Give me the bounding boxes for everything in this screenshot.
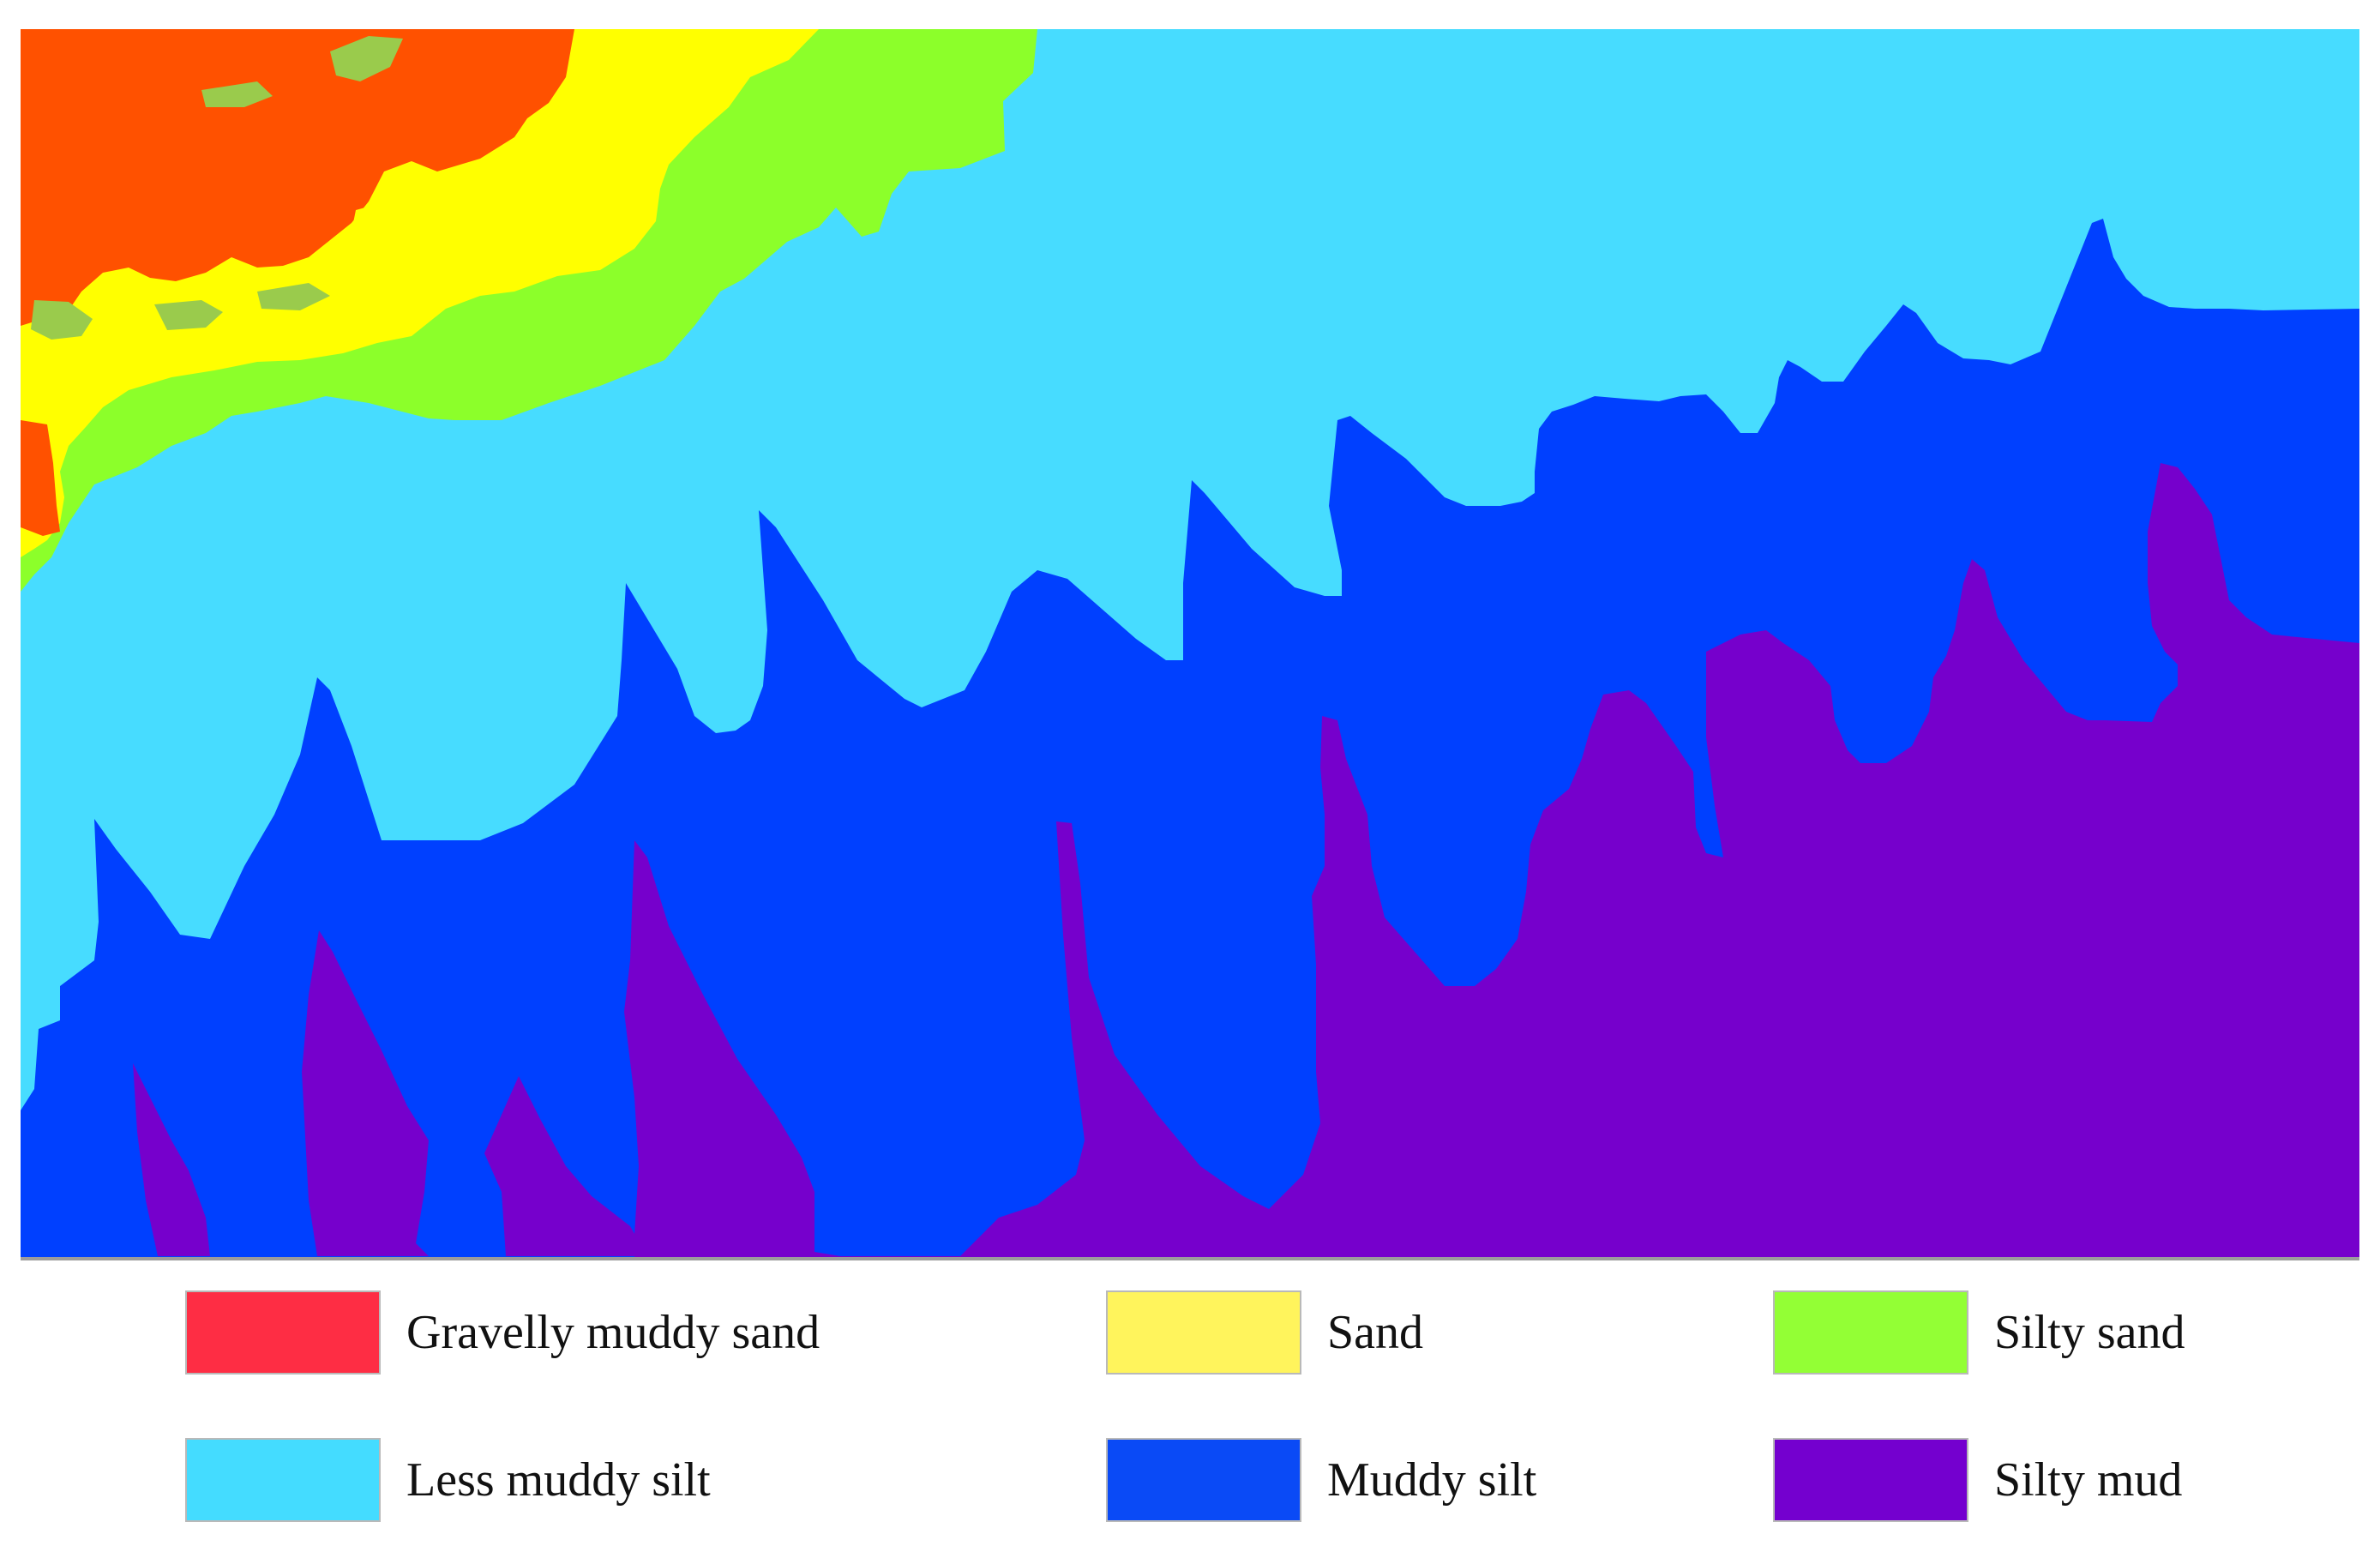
- legend-swatch-sand: [1106, 1290, 1301, 1375]
- silty-mud-zone: [624, 463, 2359, 1260]
- silty-mud-zone: [302, 930, 429, 1256]
- gravel-pocket-5: [257, 283, 330, 310]
- gravel-pocket-4: [330, 36, 403, 81]
- sand-inlier-1: [352, 197, 424, 249]
- legend-label: Sand: [1327, 1306, 1423, 1359]
- legend-item-silty-mud: Silty mud: [1773, 1435, 2182, 1525]
- sediment-map: [21, 29, 2359, 1260]
- legend-item-less-muddy-silt: Less muddy silt: [185, 1435, 711, 1525]
- legend-label: Silty mud: [1994, 1453, 2183, 1507]
- legend-swatch-muddy-silt: [1106, 1438, 1301, 1522]
- gravel-inlier-west: [21, 420, 60, 536]
- legend-label: Less muddy silt: [406, 1453, 711, 1507]
- legend-item-silty-sand: Silty sand: [1773, 1288, 2185, 1377]
- legend-swatch-gravelly-muddy-sand: [185, 1290, 381, 1375]
- legend-label: Muddy silt: [1327, 1453, 1537, 1507]
- silty-mud-zone: [484, 1076, 647, 1256]
- legend-item-gravelly-muddy-sand: Gravelly muddy sand: [185, 1288, 820, 1377]
- legend-swatch-silty-sand: [1773, 1290, 1968, 1375]
- legend-item-sand: Sand: [1106, 1288, 1423, 1377]
- legend-label: Silty sand: [1994, 1306, 2185, 1359]
- gravelly-muddy-sand-zone: [21, 29, 574, 326]
- gravel-pocket-3: [201, 81, 273, 107]
- silty-mud-zone: [133, 1063, 210, 1256]
- legend: Gravelly muddy sand Sand Silty sand Less…: [0, 1269, 2380, 1546]
- gravel-pocket-1: [31, 300, 93, 340]
- gravel-pocket-2: [154, 300, 223, 330]
- legend-swatch-silty-mud: [1773, 1438, 1968, 1522]
- gravel-patch-west: [21, 336, 75, 386]
- legend-label: Gravelly muddy sand: [406, 1306, 820, 1359]
- legend-swatch-less-muddy-silt: [185, 1438, 381, 1522]
- legend-item-muddy-silt: Muddy silt: [1106, 1435, 1536, 1525]
